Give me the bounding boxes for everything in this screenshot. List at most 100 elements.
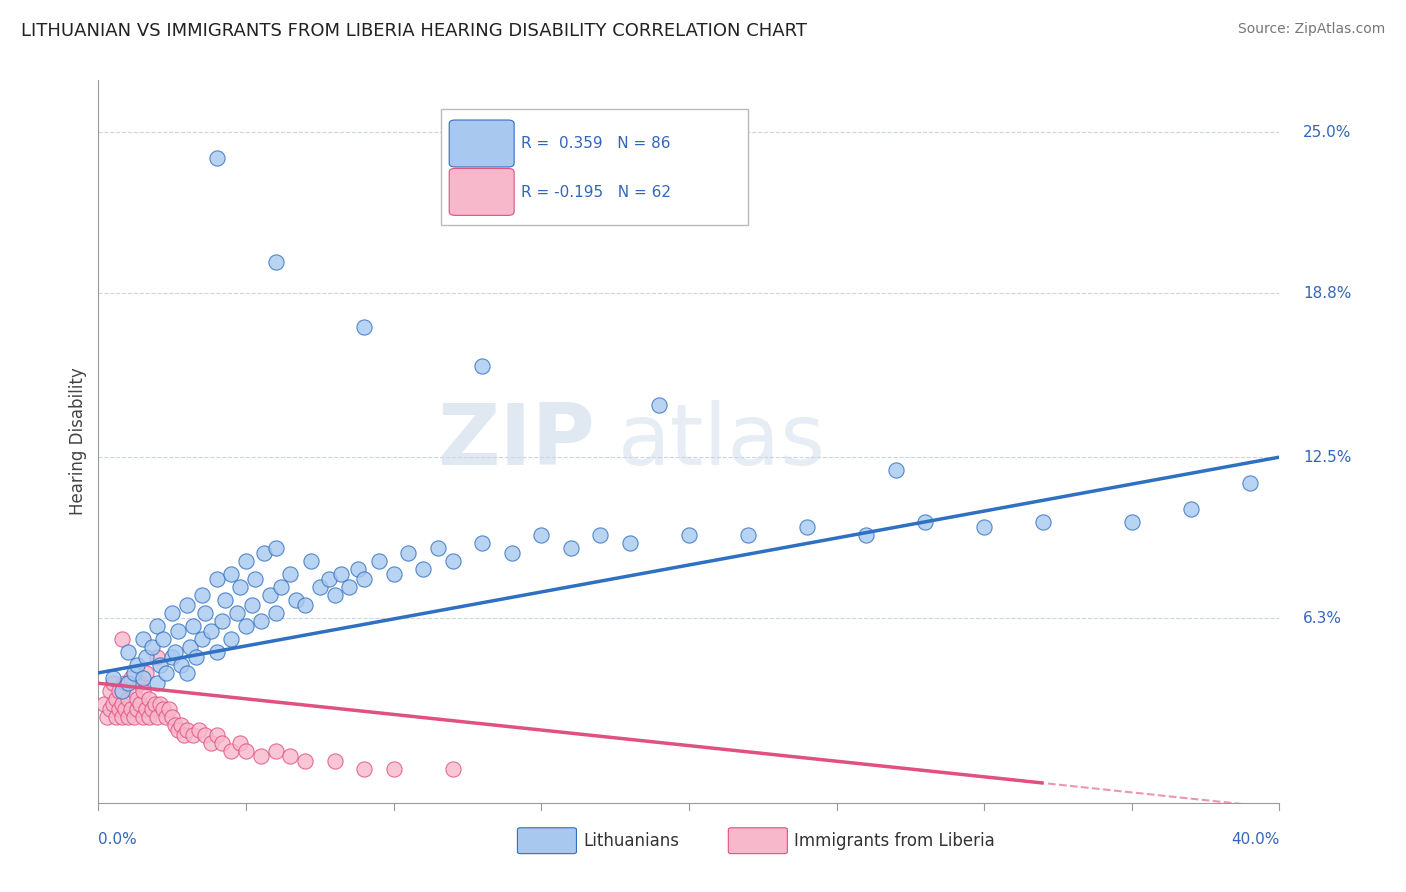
Point	[176, 599, 198, 613]
Point	[162, 606, 183, 620]
Point	[128, 676, 150, 690]
Point	[111, 710, 134, 724]
Point	[108, 684, 131, 698]
Point	[299, 554, 322, 568]
Point	[368, 554, 391, 568]
Point	[111, 697, 134, 711]
Point	[191, 588, 214, 602]
Text: 0.0%: 0.0%	[98, 831, 138, 847]
Point	[471, 536, 494, 550]
Point	[165, 718, 187, 732]
Point	[98, 702, 121, 716]
Text: 40.0%: 40.0%	[1232, 831, 1279, 847]
Point	[253, 546, 276, 560]
Point	[441, 554, 464, 568]
Point	[132, 710, 155, 724]
Point	[353, 762, 375, 776]
Point	[117, 676, 139, 690]
Point	[240, 599, 263, 613]
Point	[170, 658, 193, 673]
Point	[135, 650, 157, 665]
FancyBboxPatch shape	[449, 120, 515, 167]
Point	[259, 588, 281, 602]
Point	[173, 728, 195, 742]
Point	[309, 580, 332, 594]
Text: Source: ZipAtlas.com: Source: ZipAtlas.com	[1237, 22, 1385, 37]
Text: R =  0.359   N = 86: R = 0.359 N = 86	[522, 136, 671, 152]
Point	[122, 710, 145, 724]
Point	[141, 702, 163, 716]
Point	[132, 684, 155, 698]
Point	[187, 723, 209, 737]
Point	[191, 632, 214, 646]
Point	[122, 684, 145, 698]
Point	[176, 665, 198, 680]
Point	[138, 691, 160, 706]
Point	[855, 528, 877, 542]
Point	[167, 723, 190, 737]
Point	[205, 572, 228, 586]
Point	[105, 691, 128, 706]
Point	[412, 562, 434, 576]
Text: atlas: atlas	[619, 400, 827, 483]
Point	[141, 640, 163, 654]
Point	[155, 710, 177, 724]
Point	[471, 359, 494, 374]
Point	[211, 736, 233, 750]
Point	[155, 665, 177, 680]
Point	[229, 736, 252, 750]
Point	[235, 744, 257, 758]
Point	[648, 398, 671, 412]
Point	[329, 567, 352, 582]
Point	[619, 536, 641, 550]
Point	[382, 762, 405, 776]
Point	[323, 754, 346, 768]
Point	[162, 650, 183, 665]
Point	[98, 684, 121, 698]
Point	[382, 567, 405, 582]
Point	[973, 520, 995, 534]
Point	[143, 697, 166, 711]
Point	[125, 658, 148, 673]
Point	[111, 684, 134, 698]
Point	[280, 567, 302, 582]
Point	[560, 541, 582, 555]
Point	[211, 614, 233, 628]
Point	[105, 710, 128, 724]
Point	[103, 676, 125, 690]
Point	[501, 546, 523, 560]
Point	[323, 588, 346, 602]
Point	[149, 658, 172, 673]
Point	[884, 463, 907, 477]
Point	[427, 541, 450, 555]
Point	[205, 151, 228, 165]
Point	[128, 697, 150, 711]
Point	[125, 691, 148, 706]
Point	[339, 580, 361, 594]
Y-axis label: Hearing Disability: Hearing Disability	[69, 368, 87, 516]
Point	[264, 606, 287, 620]
Point	[146, 650, 169, 665]
Point	[125, 702, 148, 716]
Text: 12.5%: 12.5%	[1303, 450, 1351, 465]
Point	[205, 645, 228, 659]
Point	[264, 255, 287, 269]
Point	[181, 728, 204, 742]
Point	[1121, 515, 1143, 529]
Point	[796, 520, 818, 534]
Point	[152, 702, 174, 716]
Point	[103, 697, 125, 711]
Point	[200, 624, 222, 639]
Point	[285, 593, 308, 607]
Text: R = -0.195   N = 62: R = -0.195 N = 62	[522, 185, 671, 200]
Point	[120, 671, 142, 685]
Point	[353, 572, 375, 586]
Point	[117, 710, 139, 724]
Point	[530, 528, 553, 542]
Point	[138, 710, 160, 724]
Point	[146, 676, 169, 690]
Point	[264, 541, 287, 555]
Point	[205, 728, 228, 742]
Point	[96, 710, 118, 724]
Point	[157, 702, 180, 716]
